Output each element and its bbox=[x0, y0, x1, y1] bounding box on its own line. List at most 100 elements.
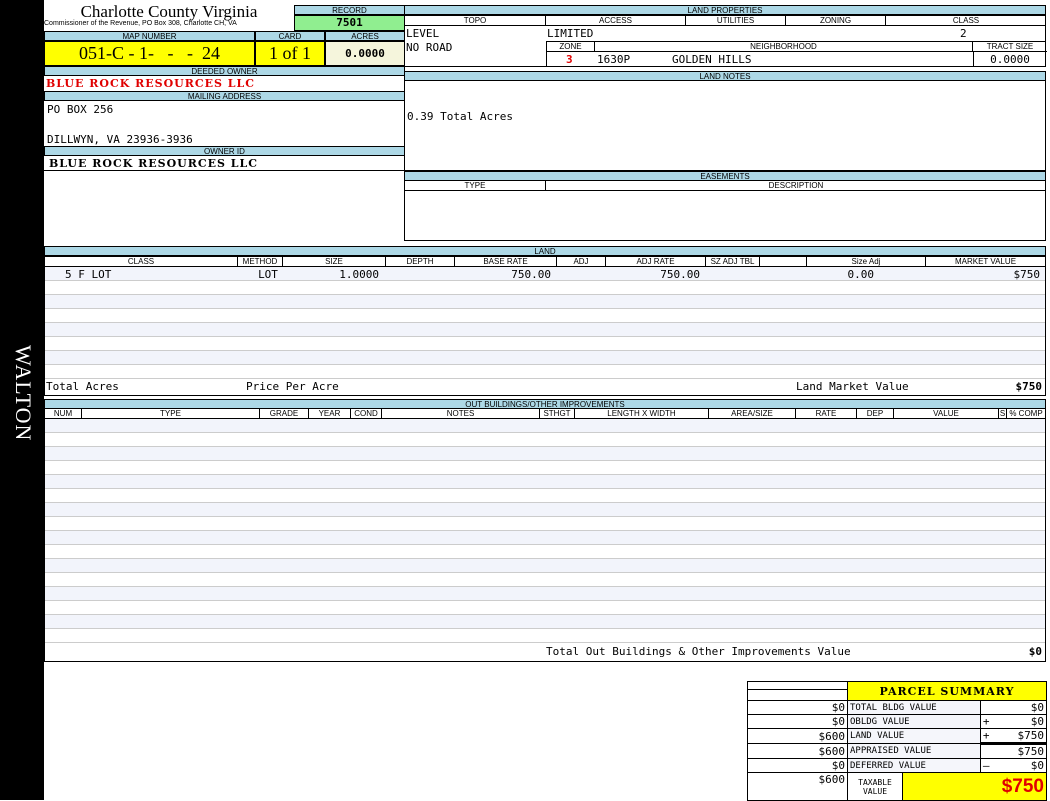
land-row bbox=[45, 309, 1045, 323]
summary-amount: $750 bbox=[1017, 729, 1045, 742]
land-title: LAND bbox=[44, 246, 1046, 256]
land-row bbox=[45, 365, 1045, 379]
land-cell: 0.00 bbox=[847, 268, 875, 281]
neighborhood-code: 1630P bbox=[597, 53, 631, 66]
summary-operator: + bbox=[982, 729, 990, 742]
land-col-header: ADJ RATE bbox=[606, 257, 706, 267]
outbuilding-col-header: % COMP bbox=[1007, 409, 1045, 419]
land-col-header: ADJ bbox=[557, 257, 606, 267]
summary-row: $600 LAND VALUE + $750 bbox=[747, 728, 1048, 744]
address-line-2: DILLWYN, VA 23936-3936 bbox=[47, 133, 193, 146]
district-label: WALTON bbox=[11, 345, 36, 442]
taxable-label: TAXABLE VALUE bbox=[847, 772, 903, 801]
total-acres-label: Total Acres bbox=[46, 380, 119, 393]
outbuilding-row bbox=[45, 531, 1045, 545]
summary-label: LAND VALUE bbox=[847, 728, 981, 744]
outbuilding-col-header: NOTES bbox=[382, 409, 540, 419]
outbuilding-col-header: S bbox=[999, 409, 1007, 419]
land-col-header: SZ ADJ TBL bbox=[706, 257, 760, 267]
outbuildings-total-label: Total Out Buildings & Other Improvements… bbox=[546, 645, 851, 658]
summary-label: OBLDG VALUE bbox=[847, 714, 981, 729]
summary-prior: $600 bbox=[747, 728, 848, 744]
summary-prior: $0 bbox=[747, 700, 848, 715]
land-col-header: CLASS bbox=[45, 257, 238, 267]
owner-id-label: OWNER ID bbox=[44, 146, 405, 156]
outbuilding-row bbox=[45, 601, 1045, 615]
summary-prior: $0 bbox=[747, 758, 848, 773]
outbuilding-row bbox=[45, 419, 1045, 433]
land-col-header: Size Adj bbox=[807, 257, 926, 267]
address-line-1: PO BOX 256 bbox=[47, 103, 114, 116]
taxable-prior: $600 bbox=[747, 772, 848, 801]
land-row bbox=[45, 351, 1045, 365]
land-cell: 5 F LOT bbox=[65, 268, 112, 281]
card-value: 1 of 1 bbox=[255, 41, 325, 66]
land-col-header: DEPTH bbox=[386, 257, 455, 267]
outbuilding-col-header: COND bbox=[351, 409, 382, 419]
land-row bbox=[45, 281, 1045, 295]
summary-value: + $750 bbox=[979, 728, 1048, 744]
land-cell: $750 bbox=[1013, 268, 1041, 281]
outbuilding-row bbox=[45, 573, 1045, 587]
land-row: 5 F LOT LOT 1.0000 750.00 750.00 0.00 $750 bbox=[45, 267, 1045, 281]
parcel-summary: PARCEL SUMMARY $0 TOTAL BLDG VALUE $0 $0 OBL… bbox=[747, 681, 1048, 801]
outbuilding-col-header: YEAR bbox=[309, 409, 351, 419]
land-col-header bbox=[760, 257, 807, 267]
land-market-value: $750 bbox=[1015, 380, 1043, 393]
map-number: 051-C - 1- - - 24 bbox=[44, 41, 255, 66]
outbuilding-col-header: TYPE bbox=[82, 409, 260, 419]
outbuilding-row bbox=[45, 517, 1045, 531]
outbuilding-row bbox=[45, 475, 1045, 489]
access-value: LIMITED bbox=[547, 27, 594, 40]
outbuilding-row bbox=[45, 503, 1045, 517]
topo-value-2: NO ROAD bbox=[406, 41, 453, 54]
record-label: RECORD bbox=[294, 5, 405, 15]
land-col-header: BASE RATE bbox=[455, 257, 557, 267]
summary-amount: $750 bbox=[1017, 745, 1045, 758]
tract-size-label: TRACT SIZE bbox=[973, 42, 1047, 52]
land-cell: LOT bbox=[258, 268, 278, 281]
outbuilding-col-header: RATE bbox=[796, 409, 857, 419]
outbuilding-col-header: NUM bbox=[45, 409, 82, 419]
neighborhood-label: NEIGHBORHOOD bbox=[595, 42, 973, 52]
county-title: Charlotte County Virginia bbox=[80, 2, 258, 21]
summary-operator: – bbox=[982, 759, 990, 772]
parcel-summary-title: PARCEL SUMMARY bbox=[847, 681, 1047, 701]
land-col-header: MARKET VALUE bbox=[926, 257, 1045, 267]
outbuilding-row bbox=[45, 545, 1045, 559]
land-properties-box: TOPO ACCESS UTILITIES ZONING CLASS LEVEL… bbox=[404, 15, 1047, 67]
card-label: CARD bbox=[255, 31, 325, 41]
land-properties-title: LAND PROPERTIES bbox=[404, 5, 1046, 15]
land-notes-text: 0.39 Total Acres bbox=[407, 110, 513, 123]
summary-label: APPRAISED VALUE bbox=[847, 743, 981, 759]
outbuilding-row bbox=[45, 433, 1045, 447]
summary-operator: + bbox=[982, 715, 990, 728]
easement-type-label: TYPE bbox=[405, 181, 546, 191]
land-notes-box: 0.39 Total Acres bbox=[404, 80, 1046, 171]
outbuilding-row bbox=[45, 587, 1045, 601]
outbuilding-row bbox=[45, 559, 1045, 573]
summary-value: $750 bbox=[979, 742, 1048, 759]
summary-row: $0 DEFERRED VALUE – $0 bbox=[747, 758, 1048, 773]
land-row bbox=[45, 323, 1045, 337]
land-col-header: SIZE bbox=[283, 257, 386, 267]
record-number: 7501 bbox=[294, 15, 405, 31]
outbuilding-col-header: AREA/SIZE bbox=[709, 409, 796, 419]
land-row bbox=[45, 337, 1045, 351]
outbuilding-row bbox=[45, 489, 1045, 503]
acres-label: ACRES bbox=[325, 31, 405, 41]
summary-value: $0 bbox=[979, 700, 1048, 715]
owner-id: BLUE ROCK RESOURCES LLC bbox=[49, 157, 259, 170]
topo-label: TOPO bbox=[405, 16, 546, 26]
summary-row: $0 TOTAL BLDG VALUE $0 bbox=[747, 700, 1048, 715]
side-bar: WALTON bbox=[0, 0, 44, 800]
summary-amount: $0 bbox=[1030, 701, 1044, 714]
class-label: CLASS bbox=[886, 16, 1046, 26]
land-col-header: METHOD bbox=[238, 257, 283, 267]
summary-row: $0 OBLDG VALUE + $0 bbox=[747, 714, 1048, 729]
access-label: ACCESS bbox=[546, 16, 686, 26]
outbuilding-row bbox=[45, 461, 1045, 475]
land-row bbox=[45, 295, 1045, 309]
deeded-owner-label: DEEDED OWNER bbox=[44, 66, 405, 76]
outbuilding-row bbox=[45, 447, 1045, 461]
